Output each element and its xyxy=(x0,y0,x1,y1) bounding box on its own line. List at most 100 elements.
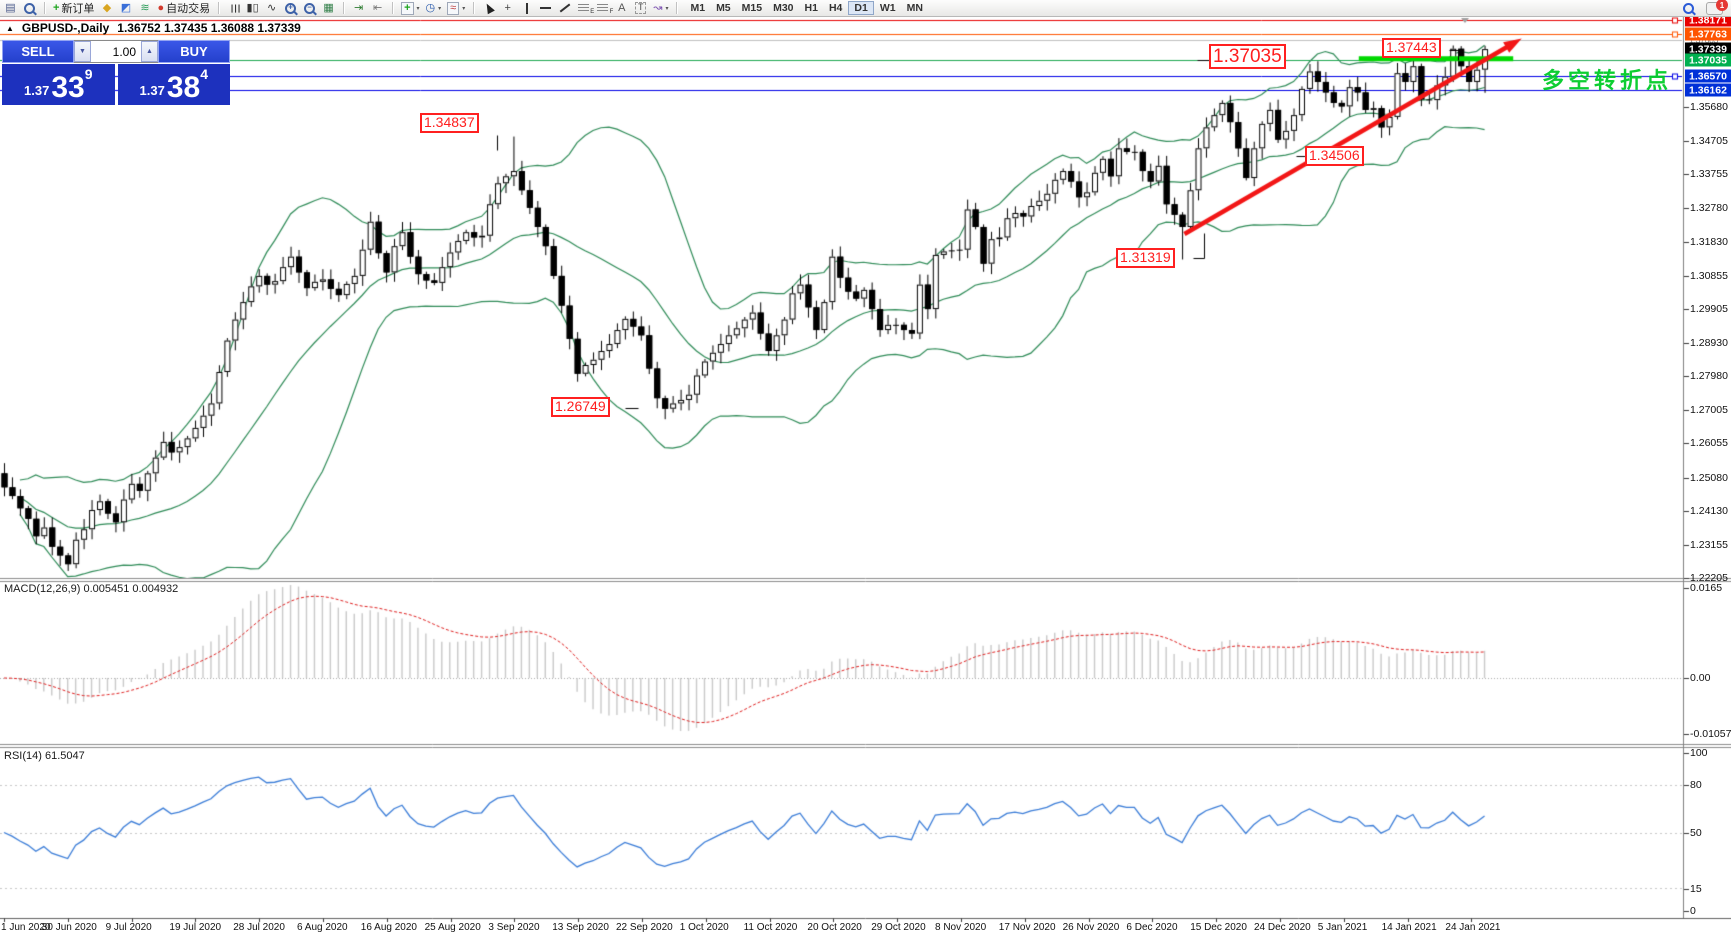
indicators-icon-glyph: + xyxy=(404,1,411,14)
indicators-icon-caret: ▾ xyxy=(416,5,420,12)
date-tick-label: 30 Jun 2020 xyxy=(41,922,97,933)
price-tick-label: 1.27005 xyxy=(1690,404,1728,417)
profiles-icon[interactable] xyxy=(23,1,36,16)
date-tick-label: 11 Oct 2020 xyxy=(743,922,798,933)
trendline-icon[interactable] xyxy=(558,1,571,16)
timeframe-mn[interactable]: MN xyxy=(906,2,923,14)
arrows-icon[interactable]: ↝ ▾ xyxy=(653,1,668,16)
price-tick-label: 1.28930 xyxy=(1690,336,1728,349)
price-tick-label: 1.24130 xyxy=(1690,504,1728,517)
chart-title: ▲ GBPUSD-,Daily 1.36752 1.37435 1.36088 … xyxy=(6,21,301,35)
auto-scroll-icon[interactable]: ⇤ xyxy=(371,1,384,16)
timeframe-m5[interactable]: M5 xyxy=(716,2,731,14)
timeframe-m1[interactable]: M1 xyxy=(690,2,706,14)
timeframe-m30[interactable]: M30 xyxy=(773,2,794,14)
sell-price-prefix: 1.37 xyxy=(24,83,50,98)
timeframe-h1[interactable]: H1 xyxy=(804,2,818,14)
buy-button[interactable]: BUY xyxy=(158,40,230,63)
macd-tick-label: 0.00 xyxy=(1690,672,1711,684)
volume-value[interactable]: 1.00 xyxy=(112,44,136,59)
price-annotation-1-37035[interactable]: 1.37035 xyxy=(1209,44,1286,70)
text-icon[interactable]: A xyxy=(615,1,628,16)
autotrade-icon[interactable]: ● 自动交易 xyxy=(157,1,210,16)
sell-quote[interactable]: 1.37 33 9 xyxy=(2,64,115,105)
timeframe-w1[interactable]: W1 xyxy=(879,2,896,14)
auto-scroll-icon-glyph: ⇤ xyxy=(372,1,383,14)
volume-down-button[interactable]: ▼ xyxy=(74,41,91,62)
templates-icon-glyph: ≈ xyxy=(450,1,457,14)
price-annotation-1-31319[interactable]: 1.31319 xyxy=(1116,248,1175,268)
date-tick-label: 20 Oct 2020 xyxy=(807,922,862,933)
date-tick-label: 3 Sep 2020 xyxy=(488,922,540,933)
date-tick-label: 24 Dec 2020 xyxy=(1254,922,1311,933)
vertical-line-icon[interactable] xyxy=(520,1,533,16)
templates-icon[interactable]: ≈ ▾ xyxy=(447,1,465,16)
ohlc-values: 1.36752 1.37435 1.36088 1.37339 xyxy=(117,21,301,35)
strategy-tester-icon[interactable]: ◩ xyxy=(119,1,132,16)
price-tick-label: 1.35680 xyxy=(1690,101,1728,114)
arrows-icon-caret: ▾ xyxy=(665,5,669,12)
buy-price-prefix: 1.37 xyxy=(139,83,165,98)
line-chart-icon-glyph: ∿ xyxy=(266,1,277,14)
chat-icon[interactable]: 1 xyxy=(1706,0,1728,15)
sell-button[interactable]: SELL xyxy=(2,40,74,63)
date-tick-label: 25 Aug 2020 xyxy=(424,922,481,933)
candlestick-chart-icon[interactable]: ▮▯ xyxy=(246,1,259,16)
date-tick-label: 13 Sep 2020 xyxy=(552,922,609,933)
timeframe-h4[interactable]: H4 xyxy=(828,2,843,14)
expert-advisors-icon[interactable]: ◆ xyxy=(100,1,113,16)
line-chart-icon[interactable]: ∿ xyxy=(265,1,278,16)
candlestick-chart-icon-glyph: ▮▯ xyxy=(246,1,259,14)
fibo-channel-icon[interactable]: F xyxy=(596,1,613,16)
buy-price-sup: 4 xyxy=(200,66,208,82)
date-tick-label: 6 Aug 2020 xyxy=(297,922,348,933)
signals-icon[interactable]: ≋ xyxy=(138,1,151,16)
search-icon[interactable] xyxy=(1683,3,1694,14)
price-tick-label: 1.25080 xyxy=(1690,471,1728,484)
date-tick-label: 17 Nov 2020 xyxy=(998,922,1056,933)
vertical-line-icon-glyph xyxy=(525,2,528,14)
fibo-retracement-icon-glyph: E xyxy=(578,3,594,15)
price-annotation-1-26749[interactable]: 1.26749 xyxy=(551,397,610,417)
chart-shift-icon[interactable]: ⇥ xyxy=(352,1,365,16)
rsi-tick-label: 50 xyxy=(1690,827,1702,839)
zoom-in-icon[interactable]: + xyxy=(284,1,297,16)
text-label-icon[interactable]: T xyxy=(634,1,647,16)
date-tick-label: 26 Nov 2020 xyxy=(1062,922,1120,933)
periods-icon[interactable]: ◷ ▾ xyxy=(426,1,442,16)
indicators-icon[interactable]: + ▾ xyxy=(401,1,420,16)
price-tick-label: 1.27980 xyxy=(1690,370,1728,383)
price-annotation-1-34837[interactable]: 1.34837 xyxy=(420,113,479,133)
zoom-out-icon[interactable]: – xyxy=(303,1,316,16)
price-tick-label: 1.23155 xyxy=(1690,538,1728,551)
volume-stepper: ▼ 1.00 ▲ xyxy=(74,40,158,63)
horizontal-line-icon[interactable] xyxy=(539,1,552,16)
cursor-icon[interactable] xyxy=(482,1,495,16)
trend-note-text[interactable]: 多空转折点 xyxy=(1542,68,1673,93)
bar-chart-icon[interactable]: ☰ xyxy=(227,1,240,16)
price-level-label: 1.37035 xyxy=(1685,53,1731,67)
volume-up-button[interactable]: ▲ xyxy=(141,41,158,62)
autotrade-icon-glyph: ● xyxy=(157,1,165,14)
rsi-tick-label: 80 xyxy=(1690,779,1702,791)
tile-windows-icon[interactable]: ▦ xyxy=(322,1,335,16)
date-tick-label: 6 Dec 2020 xyxy=(1126,922,1178,933)
price-annotation-1-37443[interactable]: 1.37443 xyxy=(1382,38,1441,58)
timeframe-m15[interactable]: M15 xyxy=(741,2,763,14)
buy-quote[interactable]: 1.37 38 4 xyxy=(117,64,230,105)
price-level-label: 1.37763 xyxy=(1685,27,1731,41)
periods-icon-caret: ▾ xyxy=(438,5,442,12)
crosshair-icon[interactable]: + xyxy=(501,1,514,16)
toolbar-separator xyxy=(473,2,475,14)
arrows-icon-glyph: ↝ xyxy=(653,1,663,14)
date-tick-label: 1 Jun 2020 xyxy=(1,922,51,933)
tile-windows-icon-glyph: ▦ xyxy=(323,1,334,14)
new-order-icon[interactable]: + 新订单 xyxy=(53,1,94,16)
timeframe-bar: M1 M5 M15 M30 H1 H4 D1 W1 MN xyxy=(685,1,927,15)
price-annotation-1-34506[interactable]: 1.34506 xyxy=(1305,146,1364,166)
timeframe-d1[interactable]: D1 xyxy=(848,1,874,15)
fibo-channel-icon-sub: F xyxy=(609,8,614,15)
fibo-retracement-icon[interactable]: E xyxy=(577,1,594,16)
new-chart-icon[interactable]: ▤ xyxy=(4,1,17,16)
